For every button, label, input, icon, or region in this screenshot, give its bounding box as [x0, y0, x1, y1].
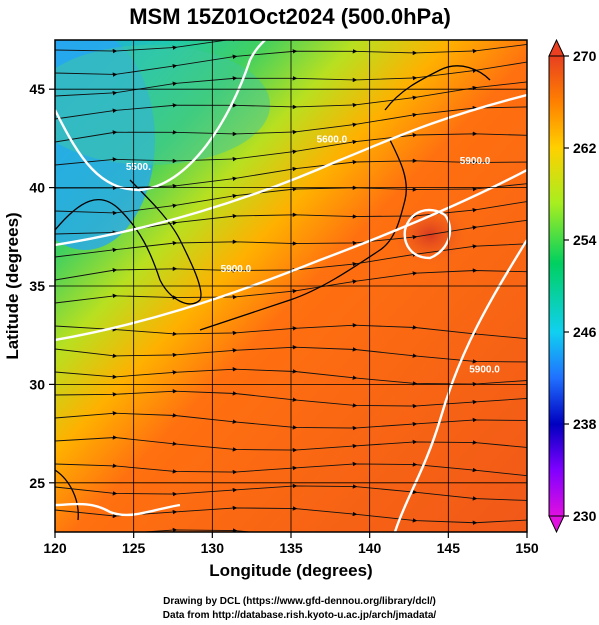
streamline	[55, 344, 527, 364]
colorbar-tick-label: 254	[573, 232, 597, 248]
streamline	[55, 388, 527, 409]
colorbar: 230 238 246 254 262 270	[548, 38, 597, 534]
x-tick-label: 130	[201, 540, 225, 556]
colorbar-tick-label: 246	[573, 324, 597, 340]
colorbar-tick-label: 230	[573, 508, 597, 524]
contour-cyclone	[403, 208, 452, 260]
x-axis-ticks: 120 125 130 135 140 145 150	[43, 532, 539, 556]
x-axis-label: Longitude (degrees)	[209, 561, 372, 580]
colorbar-tick-label: 238	[573, 416, 597, 432]
streamline	[55, 483, 527, 501]
contour-5900-south	[55, 502, 181, 517]
taiwan-coast	[55, 469, 79, 521]
contour-label: 5600.0	[317, 134, 348, 145]
x-tick-label: 145	[437, 540, 461, 556]
y-tick-label: 40	[29, 180, 45, 196]
map-panel: 5500. 5900.0 5900.0 5900.0 5600.0	[55, 40, 527, 532]
contour-label: 5900.0	[221, 264, 252, 275]
x-tick-label: 135	[279, 540, 303, 556]
x-tick-label: 125	[122, 540, 146, 556]
streamline	[55, 322, 527, 340]
contour-5500	[55, 40, 266, 192]
contour-labels: 5500. 5900.0 5900.0 5900.0 5600.0	[126, 134, 500, 375]
credit-line-2: Data from http://database.rish.kyoto-u.a…	[162, 610, 437, 621]
contour-label: 5900.0	[469, 365, 500, 376]
x-tick-label: 140	[358, 540, 382, 556]
x-tick-label: 120	[43, 540, 67, 556]
y-axis-label: Latitude (degrees)	[3, 212, 22, 359]
streamline	[55, 411, 527, 431]
colorbar-min-arrow	[548, 515, 565, 534]
colorbar-ticks: 230 238 246 254 262 270	[564, 48, 597, 524]
contour-5900-north	[55, 168, 527, 342]
y-tick-label: 45	[29, 81, 45, 97]
streamline	[55, 461, 527, 477]
y-tick-label: 35	[29, 278, 45, 294]
contour-5900-east	[393, 239, 527, 532]
contour-label: 5500.	[126, 162, 151, 173]
contour-5600	[55, 93, 527, 247]
colorbar-bar	[548, 55, 565, 517]
height-contours	[55, 40, 527, 532]
y-axis-ticks: 25 30 35 40 45	[29, 81, 55, 491]
streamline	[55, 366, 527, 387]
lat-lon-grid	[55, 40, 527, 532]
map-title: MSM 15Z01Oct2024 (500.0hPa)	[129, 4, 451, 29]
colorbar-tick-label: 270	[573, 48, 597, 64]
streamline	[55, 268, 527, 304]
y-tick-label: 30	[29, 376, 45, 392]
streamline	[55, 435, 527, 453]
y-tick-label: 25	[29, 475, 45, 491]
x-tick-label: 150	[515, 540, 539, 556]
contour-label: 5900.0	[460, 156, 491, 167]
colorbar-max-arrow	[548, 38, 565, 57]
colorbar-tick-label: 262	[573, 140, 597, 156]
credit-line-1: Drawing by DCL (https://www.gfd-dennou.o…	[163, 596, 436, 607]
